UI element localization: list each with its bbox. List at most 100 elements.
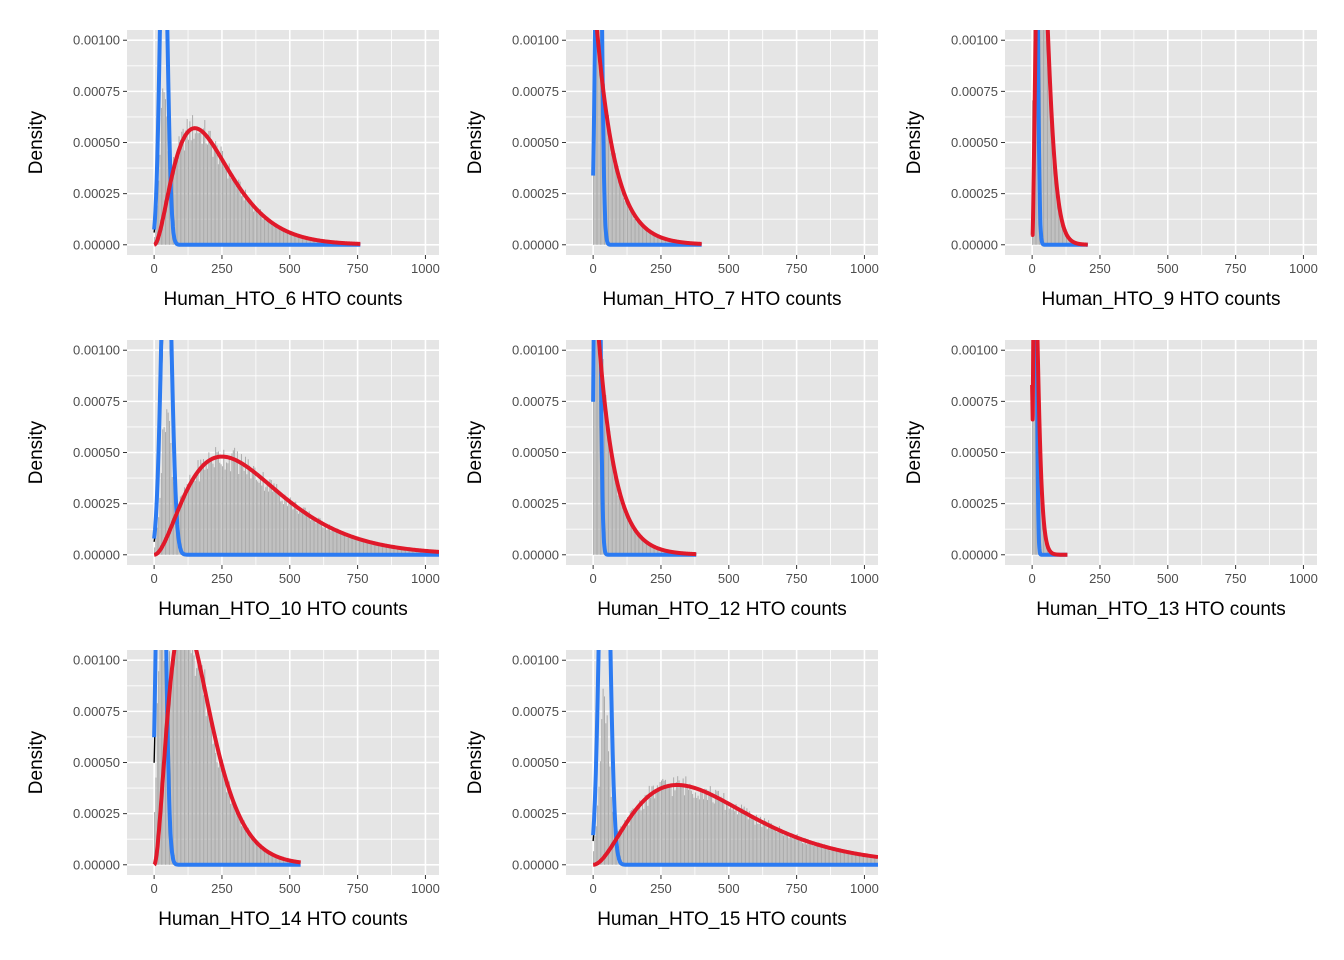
histogram-bar <box>762 822 764 865</box>
histogram-bar <box>246 474 248 555</box>
histogram-bar <box>156 703 158 865</box>
histogram-bar <box>650 545 652 555</box>
histogram-bar <box>628 204 630 245</box>
x-tick-label: 500 <box>718 261 740 276</box>
histogram-bar <box>770 823 772 865</box>
histogram-bar <box>304 507 306 555</box>
histogram-bar <box>669 239 671 245</box>
histogram-bar <box>612 144 614 245</box>
y-axis-title: Density <box>26 730 47 794</box>
histogram-bar <box>728 808 730 865</box>
histogram-bar <box>717 790 719 865</box>
histogram-bar <box>171 477 173 555</box>
histogram-bar <box>640 538 642 555</box>
histogram-bar <box>322 527 324 555</box>
histogram-bar <box>628 825 630 865</box>
histogram-bar <box>307 238 309 245</box>
histogram-bar <box>852 853 854 865</box>
histogram-bar <box>209 130 211 245</box>
histogram-bar <box>780 830 782 865</box>
histogram-bar <box>227 178 229 245</box>
histogram-bar <box>213 147 215 245</box>
histogram-bar <box>258 209 260 245</box>
histogram-bar <box>200 128 202 245</box>
histogram-bar <box>272 855 274 865</box>
histogram-bar <box>221 150 223 245</box>
histogram-bar <box>264 216 265 245</box>
histogram-bar <box>662 238 664 245</box>
histogram-bar <box>154 547 156 555</box>
histogram-bar <box>803 843 805 865</box>
histogram-bar <box>353 536 355 555</box>
histogram-bar <box>715 789 717 865</box>
x-tick-label: 1000 <box>1289 571 1318 586</box>
histogram-bar <box>650 233 652 245</box>
histogram-bar <box>274 224 276 245</box>
histogram-bar <box>371 540 373 555</box>
histogram-bar <box>253 465 255 555</box>
histogram-bar <box>354 538 356 555</box>
histogram-bar <box>407 549 409 555</box>
histogram-bar <box>637 221 639 245</box>
histogram-bar <box>314 520 316 555</box>
histogram-bar <box>174 165 176 245</box>
histogram-bar <box>383 545 385 555</box>
histogram-bar <box>232 799 234 865</box>
histogram-bar <box>197 460 199 555</box>
histogram-bar <box>287 506 289 555</box>
histogram-bar <box>318 517 320 555</box>
histogram-bar <box>842 850 844 865</box>
y-tick-label: 0.00000 <box>73 547 120 562</box>
histogram-bar <box>703 799 704 865</box>
histogram-bar <box>242 463 244 555</box>
histogram-bar <box>594 340 596 555</box>
y-tick-label: 0.00075 <box>512 704 559 719</box>
histogram-bar <box>278 225 280 245</box>
histogram-bar <box>158 671 160 865</box>
histogram-bar <box>387 545 389 555</box>
histogram-bar <box>406 548 408 555</box>
histogram-bar <box>1036 30 1038 245</box>
histogram-bar <box>669 784 671 865</box>
histogram-bar <box>285 229 287 245</box>
histogram-bar <box>655 547 657 555</box>
histogram-bar <box>226 792 227 865</box>
histogram-bar <box>360 540 362 555</box>
histogram-bar <box>616 170 618 245</box>
histogram-bar <box>622 197 624 245</box>
histogram-bar <box>612 811 614 865</box>
histogram-bar <box>202 695 204 865</box>
y-axis-title: Density <box>26 110 47 174</box>
histogram-bar <box>622 826 624 865</box>
negative-fit-curve <box>152 650 303 867</box>
histogram-bar <box>221 466 223 555</box>
histogram-bar <box>632 808 634 865</box>
histogram-bar <box>736 814 738 865</box>
histogram-bar <box>629 811 631 865</box>
histogram-bar <box>283 859 284 865</box>
histogram-bar <box>609 766 611 865</box>
histogram-bar <box>274 854 276 865</box>
histogram-bar <box>230 178 232 245</box>
histogram-bar <box>377 542 379 555</box>
histogram-bar <box>155 223 157 245</box>
positive-fit-curve <box>592 783 878 867</box>
histogram-bar <box>753 817 755 865</box>
histogram-bar <box>243 200 245 245</box>
histogram-bar <box>659 782 661 865</box>
histogram-bar <box>597 340 599 555</box>
histogram-bar <box>155 538 157 555</box>
histogram-bar <box>234 802 236 865</box>
histogram-bar <box>242 189 244 245</box>
histogram-bar <box>777 831 779 865</box>
histogram-bar <box>232 176 234 245</box>
histogram-bar <box>221 759 223 865</box>
histogram-bar <box>192 478 194 555</box>
histogram-bar <box>334 529 336 555</box>
histogram-bar <box>276 484 278 555</box>
histogram-bar <box>179 139 181 245</box>
histogram-bar <box>243 820 245 865</box>
histogram-bar <box>240 196 242 245</box>
histogram-bar <box>186 650 188 865</box>
histogram-bar <box>262 848 264 865</box>
